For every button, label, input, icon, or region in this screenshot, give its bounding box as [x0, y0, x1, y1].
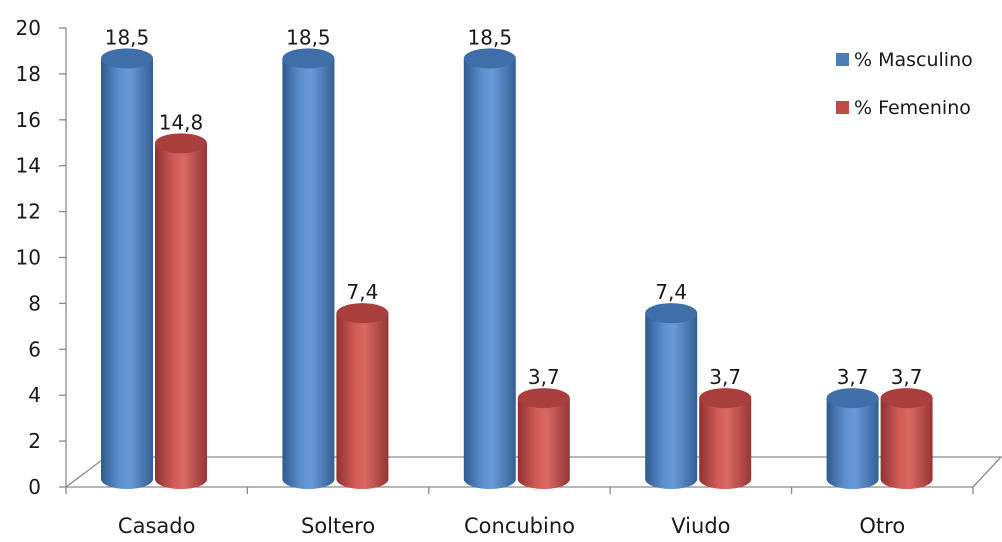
bar-top	[880, 388, 933, 409]
bar-body	[517, 398, 570, 489]
data-label: 18,5	[105, 25, 150, 49]
y-tick-label: 20	[16, 16, 41, 40]
bar-body	[826, 398, 879, 489]
bar	[699, 388, 752, 489]
y-tick-label: 14	[16, 154, 41, 178]
chart-axes: 0 2 4 6 8 10 12 14 16 18 20 Casado Soltero Concubino V…	[16, 16, 974, 538]
y-tick-label: 12	[16, 200, 41, 224]
y-tick-label: 4	[28, 383, 41, 407]
data-label: 3,7	[528, 365, 560, 389]
data-label: 3,7	[709, 365, 741, 389]
bar	[517, 388, 570, 489]
y-tick-label: 0	[28, 475, 41, 499]
legend: % Masculino % Femenino	[836, 49, 973, 119]
bar-top	[101, 48, 153, 69]
data-label: 18,5	[286, 25, 331, 49]
x-category-label: Viudo	[671, 514, 730, 538]
bar-top	[336, 303, 389, 324]
data-label: 3,7	[891, 365, 923, 389]
bar-top	[517, 388, 570, 409]
bar	[336, 303, 389, 489]
bar-top	[282, 48, 335, 69]
data-label: 18,5	[468, 25, 513, 49]
data-label: 14,8	[159, 110, 204, 134]
legend-label: % Masculino	[854, 49, 973, 71]
y-tick-label: 18	[16, 62, 41, 86]
bar-body	[645, 313, 698, 489]
bar	[101, 48, 153, 490]
bar-top	[155, 133, 207, 154]
y-tick-label: 16	[16, 108, 41, 132]
bar-body	[880, 398, 933, 489]
bar	[880, 388, 933, 489]
bar-body	[336, 313, 389, 489]
y-tick-label: 10	[16, 246, 41, 270]
data-label: 7,4	[655, 280, 687, 304]
data-label: 7,4	[346, 280, 378, 304]
legend-swatch	[836, 53, 849, 66]
bar-top	[826, 388, 879, 409]
plot-area	[101, 48, 933, 490]
data-labels: 18,5 14,8 18,5 7,4 18,5 3,7 7,4 3,7 3,7 3,7	[105, 25, 923, 389]
data-label: 3,7	[837, 365, 869, 389]
x-category-label: Soltero	[301, 514, 375, 538]
bar	[826, 388, 879, 489]
bar-top	[699, 388, 752, 409]
y-tick-label: 6	[28, 337, 41, 361]
x-category-label: Concubino	[464, 514, 575, 538]
x-category-label: Casado	[118, 514, 196, 538]
bar	[645, 303, 698, 489]
y-tick-label: 8	[28, 291, 41, 315]
bar-body	[282, 58, 335, 490]
y-tick-label: 2	[28, 429, 41, 453]
bar	[155, 133, 207, 489]
bar	[463, 48, 516, 490]
x-category-label: Otro	[859, 514, 905, 538]
legend-label: % Femenino	[854, 97, 971, 119]
bar-body	[101, 58, 153, 490]
bar-top	[463, 48, 516, 69]
bar-body	[155, 143, 207, 489]
bar	[282, 48, 335, 490]
bar-body	[463, 58, 516, 490]
legend-swatch	[836, 101, 849, 114]
bar-body	[699, 398, 752, 489]
bar-top	[645, 303, 698, 324]
